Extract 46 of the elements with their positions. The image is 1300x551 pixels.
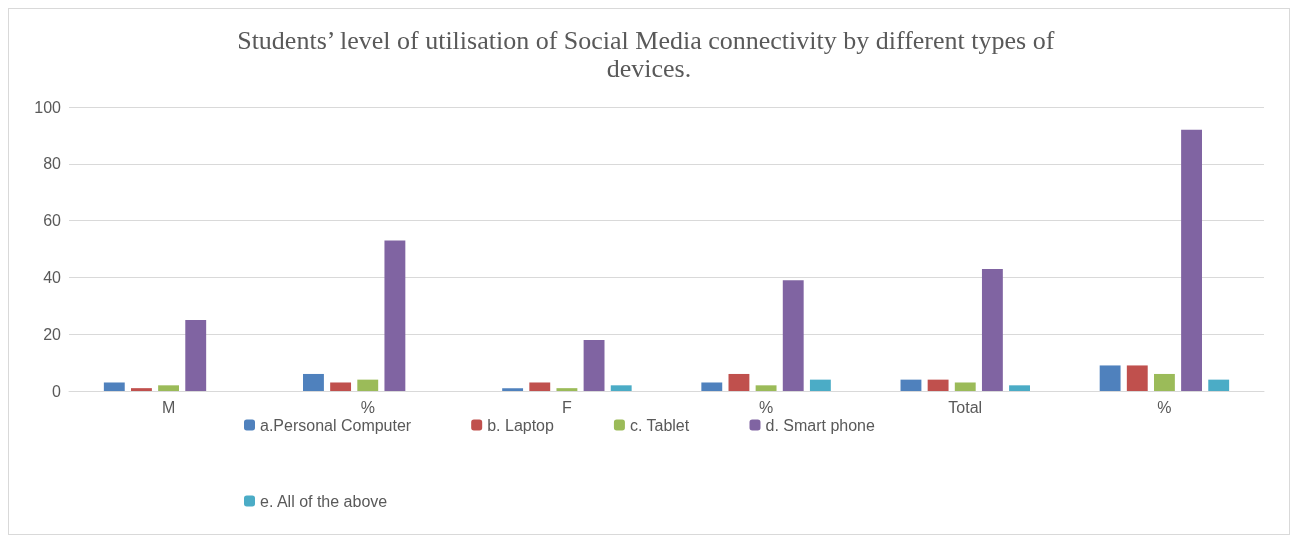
legend-label: c. Tablet — [629, 416, 690, 434]
bar — [1099, 365, 1121, 391]
bar — [1009, 385, 1030, 391]
y-tick-label: 0 — [52, 382, 62, 400]
bar — [809, 379, 831, 391]
bar — [701, 382, 723, 391]
bar — [782, 280, 804, 391]
legend-label: a.Personal Computer — [260, 416, 412, 434]
legend-label: b. Laptop — [487, 416, 555, 434]
x-tick-label: M — [161, 398, 176, 416]
chart-title: Students’ level of utilisation of Social Media connectivity by different types of devices. — [237, 25, 1061, 83]
bar — [900, 379, 922, 391]
x-tick-label: % — [360, 398, 375, 416]
bar — [755, 385, 777, 391]
bar — [131, 388, 152, 391]
y-tick-label: 100 — [34, 98, 62, 116]
bar — [1181, 129, 1202, 391]
bar — [330, 382, 352, 391]
y-tick-label: 40 — [43, 268, 62, 286]
bar — [303, 373, 324, 391]
y-tick-label: 60 — [43, 212, 62, 230]
bar — [185, 320, 207, 391]
bar — [954, 382, 976, 391]
bar — [529, 382, 551, 391]
bar — [981, 268, 1003, 391]
bar — [610, 385, 632, 391]
legend-label: e. All of the above — [260, 492, 388, 510]
bar — [1126, 365, 1148, 391]
x-tick-label: F — [562, 398, 573, 416]
x-tick-label: Total — [948, 398, 983, 416]
bar — [728, 373, 750, 391]
y-tick-label: 20 — [43, 325, 62, 343]
bar — [103, 382, 125, 391]
x-tick-label: % — [1157, 398, 1172, 416]
bar — [583, 339, 605, 391]
bar — [1208, 379, 1230, 391]
bar — [158, 385, 180, 391]
y-tick-label: 80 — [43, 155, 62, 173]
bar — [384, 240, 406, 391]
bar — [927, 379, 949, 391]
bar — [556, 388, 578, 391]
bar — [502, 388, 524, 391]
legend-label: d. Smart phone — [765, 416, 875, 434]
x-tick-label: % — [758, 398, 774, 416]
bar — [357, 379, 379, 391]
bar — [1153, 373, 1175, 391]
